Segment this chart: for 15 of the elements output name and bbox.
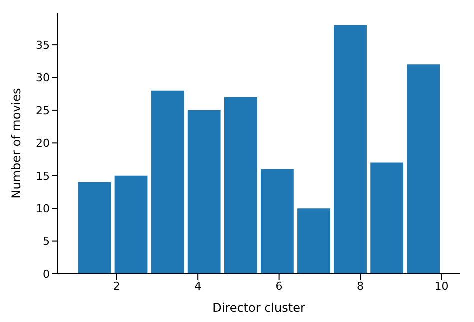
x-tick-label: 8 bbox=[357, 280, 364, 293]
y-tick-label: 0 bbox=[43, 268, 50, 281]
x-tick-label: 6 bbox=[276, 280, 283, 293]
x-axis-title: Director cluster bbox=[212, 301, 306, 315]
x-tick-label: 10 bbox=[434, 280, 449, 293]
y-tick-label: 10 bbox=[36, 202, 50, 216]
y-tick-label: 20 bbox=[36, 137, 50, 150]
y-axis-title: Number of movies bbox=[9, 88, 24, 199]
x-tick-label: 2 bbox=[113, 280, 120, 293]
x-tick-label: 4 bbox=[194, 280, 202, 293]
y-tick-label: 30 bbox=[36, 72, 50, 85]
y-tick-label: 15 bbox=[36, 170, 50, 183]
y-tick-label: 35 bbox=[36, 38, 50, 52]
y-tick-label: 25 bbox=[36, 104, 50, 118]
y-tick-label: 5 bbox=[43, 235, 50, 248]
